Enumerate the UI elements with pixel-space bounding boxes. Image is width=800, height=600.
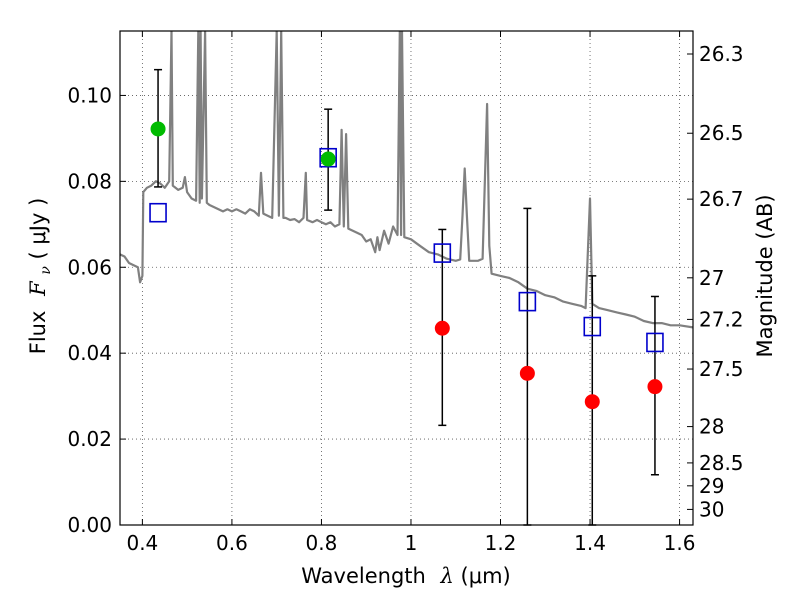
nir-flux-point — [434, 320, 450, 336]
x-tick-label: 1 — [405, 531, 418, 555]
x-tick-label: 0.4 — [126, 531, 158, 555]
x-tick-label: 1.2 — [485, 531, 517, 555]
optical-flux-point — [150, 121, 166, 137]
model-photometry-square — [149, 202, 167, 223]
magnitude-tick-label: 26.7 — [699, 187, 744, 211]
y-axis-title-unit: ( μJy ) — [26, 198, 50, 260]
plot-area — [120, 31, 693, 526]
y-axis-title: Flux F ν ( μJy ) — [26, 198, 55, 355]
nir-flux-point — [584, 394, 600, 410]
x-axis-title-unit: (μm) — [461, 564, 511, 588]
model-photometry-square — [518, 291, 537, 312]
x-axis-title-var: λ — [440, 564, 454, 588]
magnitude-tick-label: 27.2 — [699, 307, 744, 331]
magnitude-tick-label: 27 — [699, 266, 724, 290]
y-axis-title-var: F — [26, 280, 50, 297]
x-axis-title: Wavelength λ (μm) — [301, 564, 510, 588]
x-tick-label: 1.6 — [664, 531, 696, 555]
y-tick-label: 0.04 — [67, 341, 112, 365]
model-photometry-square — [433, 243, 452, 263]
y-tick-label: 0.08 — [67, 169, 112, 193]
model-photometry-square — [583, 316, 602, 337]
y-axis-title-prefix: Flux — [26, 311, 50, 355]
model-photometry-square — [646, 332, 664, 353]
x-tick-label: 1.4 — [574, 531, 606, 555]
magnitude-tick-label: 30 — [699, 497, 724, 521]
nir-flux-point — [519, 365, 535, 381]
magnitude-tick-label: 27.5 — [699, 357, 744, 381]
y-axis-title-sub: ν — [38, 266, 54, 275]
nir-flux-point — [647, 379, 663, 395]
magnitude-tick-label: 26.5 — [699, 121, 744, 145]
model-photometry-square — [319, 147, 337, 168]
spectrum-line — [120, 31, 693, 329]
x-tick-label: 0.8 — [306, 531, 338, 555]
magnitude-tick-label: 28.5 — [699, 451, 744, 475]
x-axis-title-prefix: Wavelength — [301, 564, 426, 588]
magnitude-tick-label: 28 — [699, 415, 724, 439]
right-axis-title: Magnitude (AB) — [753, 194, 777, 357]
y-tick-label: 0.06 — [67, 255, 112, 279]
y-tick-label: 0.02 — [67, 427, 112, 451]
magnitude-tick-label: 26.3 — [699, 42, 744, 66]
y-tick-label: 0.10 — [67, 83, 112, 107]
y-tick-label: 0.00 — [67, 513, 112, 537]
axis-ticks: 0.4 0.6 0.8 1 1.2 1.4 1.6 0.00 0.02 0.04 0.06 0.08 0… — [67, 31, 744, 555]
x-tick-label: 0.6 — [216, 531, 248, 555]
optical-flux-point — [320, 151, 336, 167]
magnitude-tick-label: 29 — [699, 474, 724, 498]
